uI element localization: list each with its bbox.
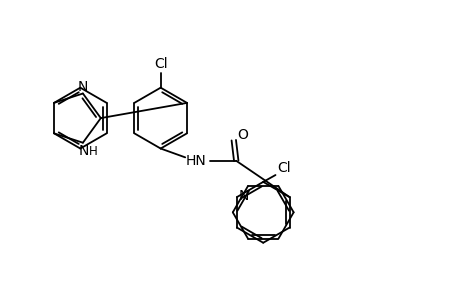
Text: Cl: Cl bbox=[153, 57, 167, 71]
Text: N: N bbox=[78, 80, 88, 94]
Text: H: H bbox=[89, 145, 98, 158]
Text: O: O bbox=[237, 128, 247, 142]
Text: HN: HN bbox=[185, 154, 206, 168]
Text: Cl: Cl bbox=[276, 161, 290, 175]
Text: N: N bbox=[239, 189, 249, 202]
Text: N: N bbox=[78, 144, 89, 158]
